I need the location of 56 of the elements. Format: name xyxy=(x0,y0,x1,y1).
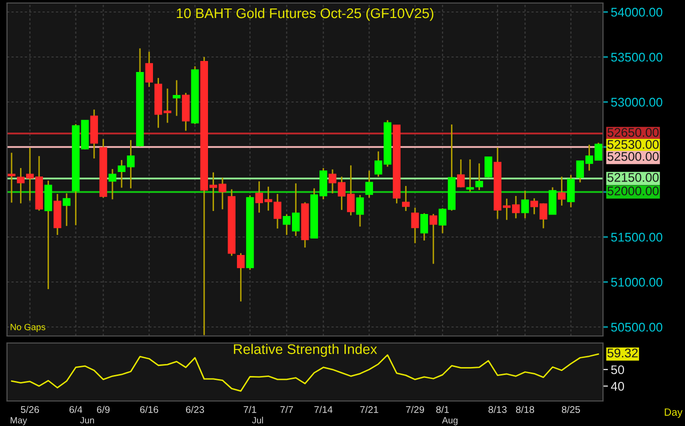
y-tick-label: 53500.00 xyxy=(611,52,662,62)
x-tick-label: 8/18 xyxy=(516,406,534,413)
chart-title: 10 BAHT Gold Futures Oct-25 (GF10V25) xyxy=(176,8,434,21)
text: Jul xyxy=(252,416,263,424)
x-tick-label: 6/16 xyxy=(140,406,158,413)
x-tick-label: 8/25 xyxy=(562,406,580,413)
candlestick xyxy=(108,168,116,200)
candlestick xyxy=(356,194,364,228)
y-tick-label: 54000.00 xyxy=(611,8,662,17)
candlestick xyxy=(8,152,16,204)
candlestick xyxy=(548,186,556,215)
candlestick xyxy=(365,170,374,198)
y-tick-label: 51000.00 xyxy=(611,278,662,287)
text: May xyxy=(10,417,28,426)
candlestick xyxy=(420,212,428,242)
text: 52530.00 xyxy=(608,140,659,149)
x-tick-label: 7/29 xyxy=(406,406,424,413)
candlestick xyxy=(484,156,492,178)
x-tick-label: 5/26 xyxy=(20,406,39,413)
candlestick xyxy=(430,213,438,265)
chart-title: Relative Strength Index xyxy=(234,344,378,357)
y-tick-label: 50 xyxy=(611,365,624,374)
x-tick-label: 7/21 xyxy=(360,406,378,413)
text: Jun xyxy=(80,417,94,424)
candlestick xyxy=(466,158,474,192)
candlestick xyxy=(145,50,153,88)
candlestick xyxy=(457,158,465,188)
candlestick xyxy=(567,174,575,208)
ref-line-label: 52500.00 xyxy=(608,152,659,161)
candlestick xyxy=(475,162,484,191)
y-tick-label: 40 xyxy=(610,382,624,391)
candlestick xyxy=(62,192,70,227)
x-tick-label: 6/4 xyxy=(70,406,82,413)
ref-line-label: 52650.00 xyxy=(608,128,659,137)
ref-line-label: 52000.00 xyxy=(608,186,659,196)
y-tick-label: 53000.00 xyxy=(611,98,662,107)
x-tick-label: 7/14 xyxy=(314,406,333,413)
data-label: 59.32 xyxy=(608,348,638,358)
x-tick-label: 6/23 xyxy=(186,406,204,413)
y-tick-label: 50500.00 xyxy=(611,322,662,332)
x-tick-label: 8/13 xyxy=(488,406,507,413)
candlestick xyxy=(411,206,419,244)
candlestick xyxy=(402,185,410,212)
candlestick xyxy=(558,176,566,206)
text: Day xyxy=(664,408,683,418)
x-tick-label: 7/1 xyxy=(244,406,256,413)
x-tick-label: 6/9 xyxy=(97,406,110,413)
text: Aug xyxy=(442,417,458,426)
x-tick-label: 7/7 xyxy=(280,406,293,413)
x-tick-label: 8/1 xyxy=(436,406,449,413)
y-tick-label: 51500.00 xyxy=(611,232,662,242)
candlestick xyxy=(236,252,245,302)
ref-line-label: 52150.00 xyxy=(608,173,659,182)
candlestick xyxy=(172,80,180,117)
candlestick xyxy=(521,190,529,219)
annotation: No Gaps xyxy=(10,324,46,332)
